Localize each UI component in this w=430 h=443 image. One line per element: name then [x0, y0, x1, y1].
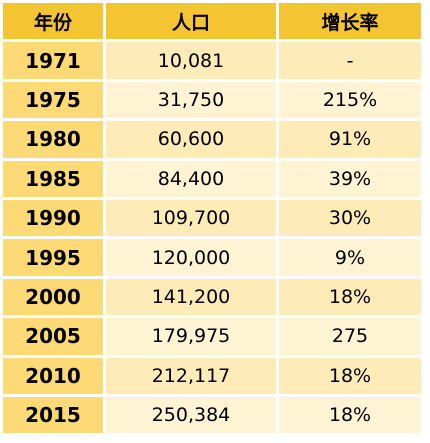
table-row: 2015 250,384 18%	[3, 396, 421, 434]
year-cell: 2015	[3, 396, 103, 434]
population-cell: 120,000	[106, 239, 276, 276]
table-row: 1985 84,400 39%	[3, 160, 421, 197]
growth-cell: 215%	[279, 81, 421, 119]
header-growth-rate: 增长率	[279, 3, 421, 40]
table-row: 2005 179,975 275	[3, 318, 421, 355]
population-cell: 250,384	[106, 396, 276, 434]
growth-cell: 275	[279, 318, 421, 355]
population-cell: 10,081	[106, 42, 276, 79]
growth-cell: 18%	[279, 278, 421, 316]
population-cell: 31,750	[106, 81, 276, 119]
header-year: 年份	[3, 3, 103, 40]
population-cell: 84,400	[106, 160, 276, 197]
table-header: 年份 人口 增长率	[3, 3, 421, 40]
table-row: 2010 212,117 18%	[3, 357, 421, 394]
year-cell: 1975	[3, 81, 103, 119]
table-row: 1990 109,700 30%	[3, 199, 421, 237]
growth-cell: 9%	[279, 239, 421, 276]
table-row: 2000 141,200 18%	[3, 278, 421, 316]
growth-cell: -	[279, 42, 421, 79]
year-cell: 2010	[3, 357, 103, 394]
table-row: 1980 60,600 91%	[3, 121, 421, 158]
population-cell: 60,600	[106, 121, 276, 158]
population-cell: 109,700	[106, 199, 276, 237]
year-cell: 1971	[3, 42, 103, 79]
header-population: 人口	[106, 3, 276, 40]
year-cell: 2000	[3, 278, 103, 316]
year-cell: 1995	[3, 239, 103, 276]
table-row: 1971 10,081 -	[3, 42, 421, 79]
table-row: 1995 120,000 9%	[3, 239, 421, 276]
year-cell: 1990	[3, 199, 103, 237]
year-cell: 1985	[3, 160, 103, 197]
growth-cell: 39%	[279, 160, 421, 197]
population-cell: 141,200	[106, 278, 276, 316]
population-cell: 179,975	[106, 318, 276, 355]
table-body: 1971 10,081 - 1975 31,750 215% 1980 60,6…	[3, 42, 421, 434]
header-row: 年份 人口 增长率	[3, 3, 421, 40]
table-row: 1975 31,750 215%	[3, 81, 421, 119]
population-table: 年份 人口 增长率 1971 10,081 - 1975 31,750 215%…	[3, 3, 421, 434]
growth-cell: 30%	[279, 199, 421, 237]
year-cell: 1980	[3, 121, 103, 158]
growth-cell: 18%	[279, 396, 421, 434]
year-cell: 2005	[3, 318, 103, 355]
growth-cell: 91%	[279, 121, 421, 158]
population-cell: 212,117	[106, 357, 276, 394]
growth-cell: 18%	[279, 357, 421, 394]
